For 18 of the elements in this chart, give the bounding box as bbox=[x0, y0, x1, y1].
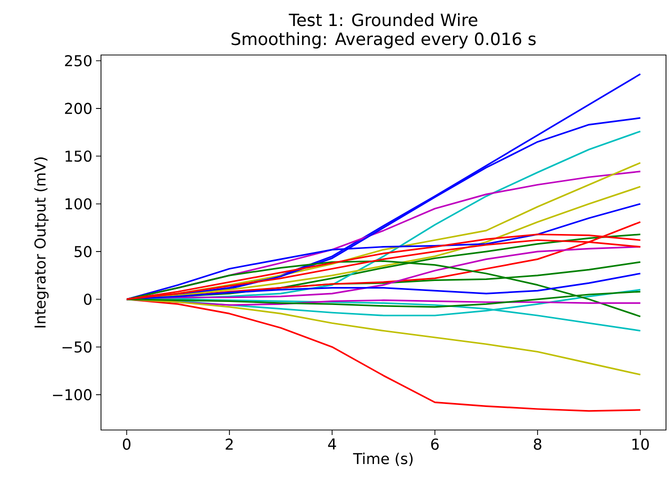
y-tick-label: −50 bbox=[62, 341, 92, 353]
x-axis-title: Time (s) bbox=[353, 452, 413, 466]
x-tick-label: 4 bbox=[328, 438, 336, 450]
y-tick-label: 100 bbox=[66, 198, 92, 210]
y-tick-label: 200 bbox=[65, 102, 92, 114]
y-tick-label: 50 bbox=[74, 246, 92, 258]
y-tick-label: 150 bbox=[66, 150, 92, 162]
chart-title: Test 1: Grounded Wire bbox=[288, 13, 478, 26]
y-tick-label: 250 bbox=[65, 55, 92, 66]
chart-subtitle: Smoothing: Averaged every 0.016 s bbox=[232, 32, 536, 48]
x-tick-label: 0 bbox=[122, 438, 130, 450]
x-tick-label: 10 bbox=[632, 438, 649, 450]
x-tick-label: 6 bbox=[431, 438, 439, 450]
y-axis-title: Integrator Output (mV) bbox=[34, 157, 49, 328]
x-tick-label: 2 bbox=[226, 438, 233, 450]
x-tick-label: 8 bbox=[534, 438, 542, 450]
y-tick-label: −100 bbox=[53, 389, 92, 400]
y-tick-label: 0 bbox=[84, 294, 92, 305]
